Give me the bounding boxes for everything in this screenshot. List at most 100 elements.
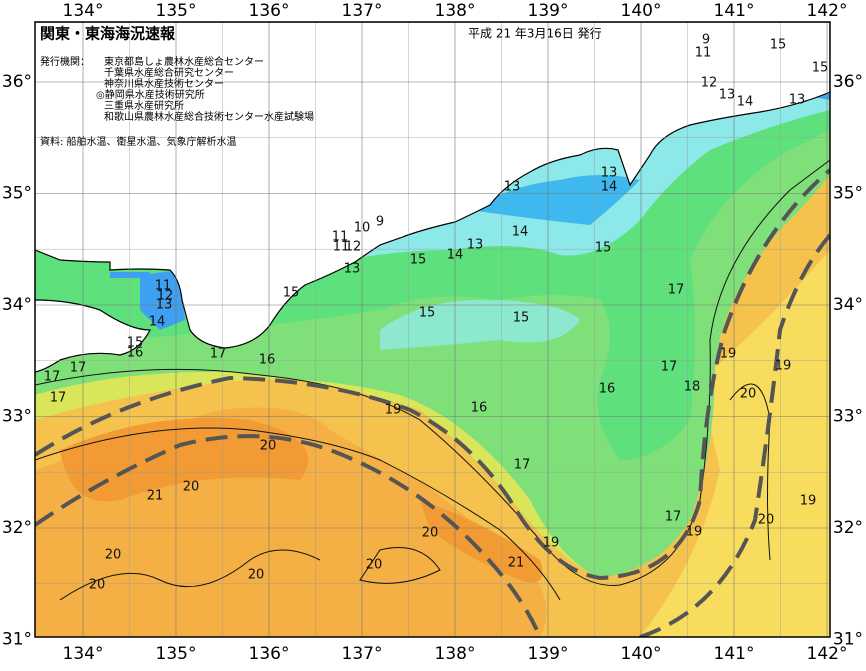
contour-label: 11 bbox=[155, 279, 172, 294]
contour-label: 19 bbox=[686, 525, 703, 540]
contour-label: 19 bbox=[800, 494, 817, 509]
contour-label: 19 bbox=[385, 403, 402, 418]
contour-label: 11 bbox=[333, 240, 350, 255]
contour-label: 15 bbox=[513, 311, 530, 326]
lat-label-right: 32° bbox=[833, 518, 863, 538]
contour-label: 20 bbox=[89, 578, 106, 593]
contour-label: 19 bbox=[720, 347, 737, 362]
lon-label-top: 139° bbox=[528, 1, 569, 21]
lon-label-bottom: 138° bbox=[435, 644, 476, 664]
lat-label-left: 31° bbox=[2, 630, 32, 650]
coastline bbox=[35, 299, 151, 373]
land bbox=[35, 22, 830, 348]
contour-label: 21 bbox=[508, 556, 525, 571]
contour-label: 21 bbox=[147, 489, 164, 504]
lat-label-right: 35° bbox=[833, 184, 863, 204]
lon-label-top: 140° bbox=[621, 1, 662, 21]
issuer-label: 発行機関： bbox=[40, 55, 90, 68]
sea-blue bbox=[110, 272, 150, 278]
lon-label-top: 134° bbox=[63, 1, 104, 21]
contour-label: 13 bbox=[789, 93, 806, 108]
contour-label: 16 bbox=[127, 346, 144, 361]
contour-label: 15 bbox=[419, 306, 436, 321]
lon-label-bottom: 137° bbox=[342, 644, 383, 664]
sea-blue bbox=[140, 270, 185, 330]
contour-label: 12 bbox=[157, 289, 174, 304]
lon-label-top: 137° bbox=[342, 1, 383, 21]
contour-label: 9 bbox=[702, 33, 710, 48]
lon-label-bottom: 136° bbox=[249, 644, 290, 664]
issuer: 和歌山県農林水産総合技術センター水産試験場 bbox=[104, 110, 314, 123]
contour-label: 9 bbox=[376, 215, 384, 230]
sea-blue bbox=[470, 175, 640, 225]
lon-label-bottom: 139° bbox=[528, 644, 569, 664]
contour-label: 20 bbox=[260, 439, 277, 454]
contour-label: 17 bbox=[665, 510, 682, 525]
lon-label-top: 135° bbox=[156, 1, 197, 21]
issuer: 三重県水産研究所 bbox=[104, 99, 184, 112]
contour-label: 16 bbox=[259, 353, 276, 368]
contour-label: 16 bbox=[599, 382, 616, 397]
contour-label: 20 bbox=[248, 568, 265, 583]
issuer: 千葉県水産総合研究センター bbox=[104, 66, 234, 79]
contour-label: 13 bbox=[467, 238, 484, 253]
coastline bbox=[35, 22, 830, 349]
land-shikoku bbox=[35, 300, 150, 372]
issuer-list: 東京都島しょ農林水産総合センター千葉県水産総合研究センター神奈川県水産技術センタ… bbox=[96, 55, 314, 123]
contour-label: 17 bbox=[50, 391, 67, 406]
map-frame bbox=[34, 21, 831, 638]
sea-yellow bbox=[640, 250, 830, 637]
graticule bbox=[35, 22, 830, 637]
issuer: 神奈川県水産技術センター bbox=[104, 77, 224, 90]
contour-label: 17 bbox=[210, 347, 227, 362]
contour-label: 14 bbox=[149, 315, 166, 330]
contour-label: 14 bbox=[601, 180, 618, 195]
contour-label: 20 bbox=[758, 513, 775, 528]
lat-label-right: 31° bbox=[833, 630, 863, 650]
contour-label: 14 bbox=[512, 225, 529, 240]
title: 関東・東海海況速報 bbox=[40, 25, 176, 43]
contour-label: 18 bbox=[684, 380, 701, 395]
contour-label: 13 bbox=[504, 180, 521, 195]
contour-label: 17 bbox=[514, 458, 531, 473]
contour-label: 12 bbox=[345, 240, 362, 255]
lon-label-bottom: 135° bbox=[156, 644, 197, 664]
lon-label-top: 138° bbox=[435, 1, 476, 21]
sea-orange-core bbox=[60, 418, 309, 502]
contour-label: 14 bbox=[737, 95, 754, 110]
contour-label: 20 bbox=[366, 558, 383, 573]
lon-label-bottom: 134° bbox=[63, 644, 104, 664]
contour-label: 14 bbox=[447, 248, 464, 263]
contour-label: 13 bbox=[601, 166, 618, 181]
kuroshio-axis bbox=[35, 168, 830, 637]
sea-yellow-green bbox=[35, 371, 600, 578]
contour-label: 20 bbox=[183, 480, 200, 495]
lat-label-left: 36° bbox=[2, 72, 32, 92]
lon-label-top: 142° bbox=[807, 1, 848, 21]
lat-label-right: 36° bbox=[833, 72, 863, 92]
sea-cyan-patch bbox=[380, 300, 580, 350]
lon-label-top: 136° bbox=[249, 1, 290, 21]
contour-label: 13 bbox=[156, 298, 173, 313]
contour-label: 17 bbox=[661, 360, 678, 375]
lat-label-right: 34° bbox=[833, 295, 863, 315]
contour-label: 11 bbox=[695, 46, 712, 61]
contour-label: 13 bbox=[344, 262, 361, 277]
contour-label: 19 bbox=[543, 536, 560, 551]
contour-label: 15 bbox=[127, 336, 144, 351]
contour-label: 12 bbox=[701, 76, 718, 91]
contour-label: 20 bbox=[105, 548, 122, 563]
lon-label-bottom: 142° bbox=[807, 644, 848, 664]
lat-label-left: 32° bbox=[2, 518, 32, 538]
lon-label-bottom: 140° bbox=[621, 644, 662, 664]
lat-label-left: 35° bbox=[2, 184, 32, 204]
contour-label: 15 bbox=[770, 38, 787, 53]
issue-date: 平成 21 年3月16日 発行 bbox=[468, 27, 602, 41]
contour-label: 15 bbox=[595, 241, 612, 256]
contour-label: 17 bbox=[70, 361, 87, 376]
lat-label-left: 33° bbox=[2, 407, 32, 427]
lon-label-top: 141° bbox=[714, 1, 755, 21]
